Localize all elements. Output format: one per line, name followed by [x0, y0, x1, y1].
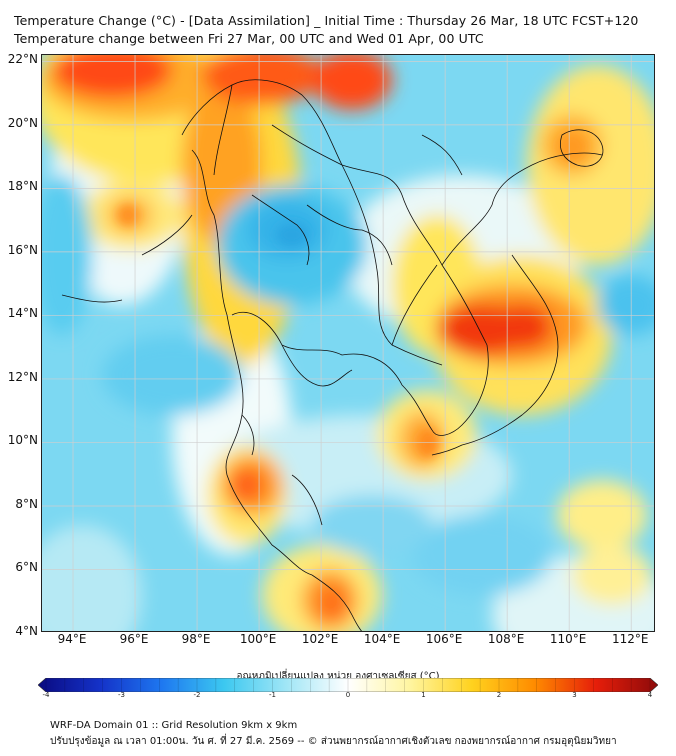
update-credit: ปรับปรุงข้อมูล ณ เวลา 01:00น. วัน ศ. ที่… — [50, 736, 617, 747]
map-canvas — [42, 55, 654, 631]
colorbar-title: อุณหภูมิเปลี่ยนแปลง หน่วย องศาเซลเซียส (… — [236, 671, 440, 682]
map-title: Temperature Change (°C) - [Data Assimila… — [14, 13, 639, 28]
longitude-label: 104°E — [363, 632, 401, 646]
longitude-label: 112°E — [611, 632, 649, 646]
graticule — [42, 55, 654, 631]
colorbar-tick-label: -2 — [193, 691, 201, 699]
country-borders — [61, 79, 604, 631]
latitude-label: 22°N — [7, 52, 38, 67]
longitude-label: 98°E — [181, 632, 211, 646]
map-subtitle: Temperature change between Fri 27 Mar, 0… — [14, 31, 484, 46]
longitude-label: 106°E — [425, 632, 463, 646]
longitude-label: 110°E — [549, 632, 587, 646]
colorbar-tick-label: 1 — [421, 691, 426, 699]
longitude-label: 108°E — [487, 632, 525, 646]
longitude-label: 96°E — [119, 632, 149, 646]
colorbar-tick-label: 3 — [572, 691, 577, 699]
latitude-label: 14°N — [7, 306, 38, 321]
temperature-field — [42, 55, 654, 631]
colorbar-tick-label: -1 — [269, 691, 276, 699]
colorbar-tick-label: -3 — [118, 691, 125, 699]
temperature-field-detail — [118, 133, 586, 457]
latitude-label: 12°N — [7, 369, 38, 384]
latitude-label: 4°N — [15, 624, 38, 638]
longitude-label: 100°E — [239, 632, 277, 646]
latitude-label: 10°N — [7, 433, 38, 448]
latitude-label: 16°N — [7, 242, 38, 257]
latitude-label: 8°N — [15, 496, 38, 511]
longitude-label: 94°E — [57, 632, 87, 646]
temperature-change-map — [41, 54, 655, 632]
colorbar — [38, 678, 658, 692]
latitude-label: 20°N — [7, 115, 38, 130]
colorbar-tick-label: -4 — [42, 691, 50, 699]
model-info: WRF-DA Domain 01 :: Grid Resolution 9km … — [50, 720, 298, 731]
colorbar-tick-label: 0 — [345, 691, 351, 699]
latitude-label: 6°N — [15, 560, 38, 575]
latitude-label: 18°N — [7, 179, 38, 194]
colorbar-tick-label: 4 — [647, 691, 653, 699]
colorbar-tick-label: 2 — [496, 691, 502, 699]
longitude-label: 102°E — [301, 632, 339, 646]
